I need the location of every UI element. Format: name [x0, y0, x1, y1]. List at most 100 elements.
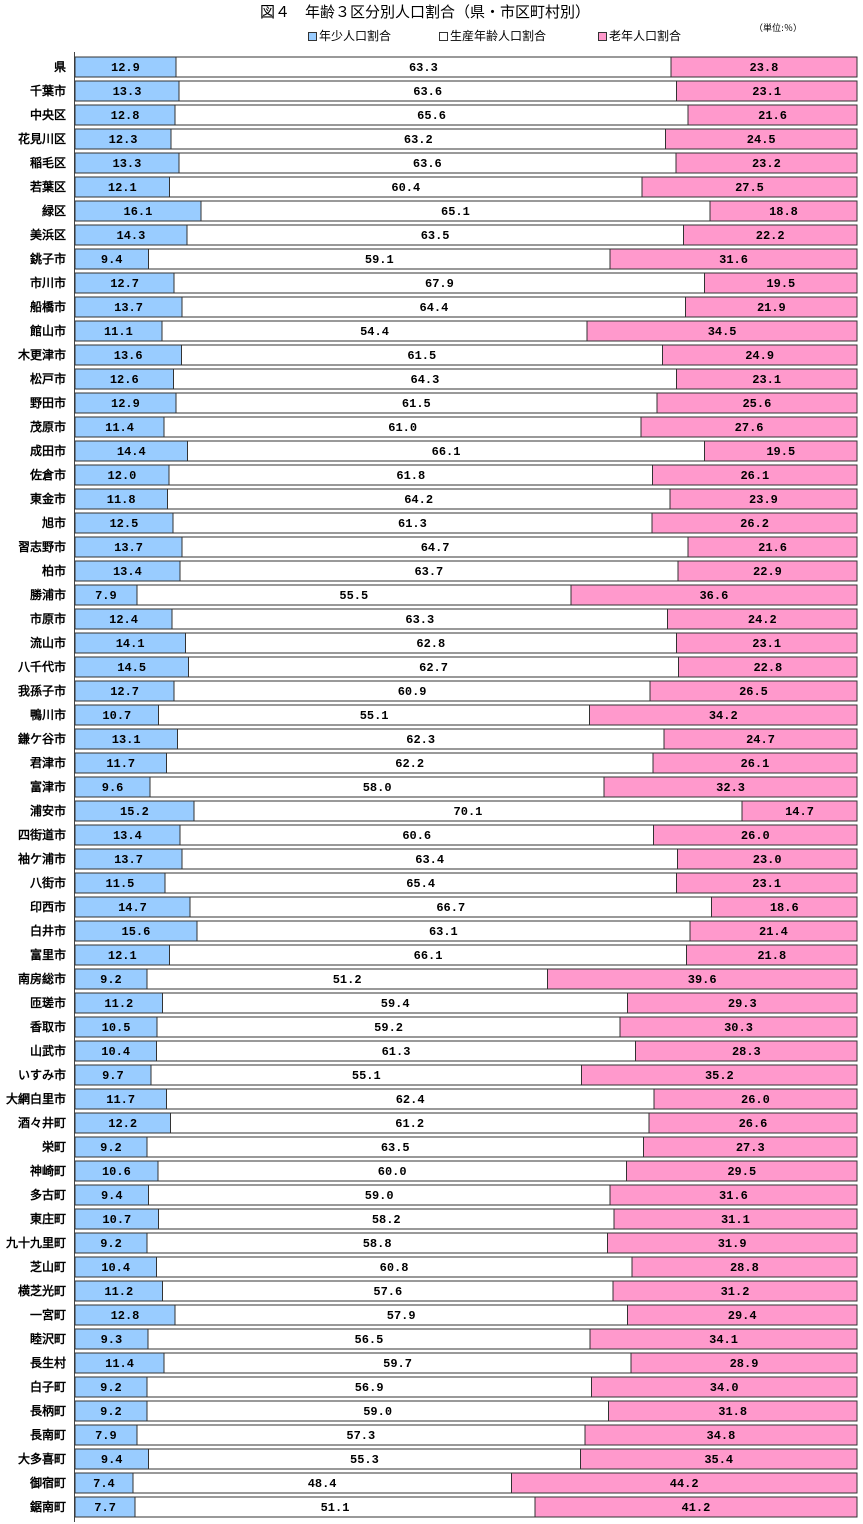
value-label-old: 34.0: [710, 1381, 739, 1395]
bar-segment-old: [653, 1088, 858, 1110]
value-label-working: 62.3: [406, 733, 435, 747]
value-label-young: 10.7: [102, 709, 131, 723]
value-label-young: 11.2: [104, 1285, 133, 1299]
value-label-old: 26.1: [740, 469, 769, 483]
category-label: 酒々井町: [18, 1115, 66, 1130]
category-label: 銚子市: [30, 251, 66, 266]
bar-segment-old: [682, 224, 858, 246]
category-label: 旭市: [41, 515, 66, 530]
value-label-old: 32.3: [716, 781, 745, 795]
value-label-working: 66.1: [432, 445, 461, 459]
value-label-old: 34.8: [707, 1429, 736, 1443]
value-label-old: 26.5: [739, 685, 768, 699]
value-label-young: 9.2: [100, 1237, 122, 1251]
value-label-young: 11.7: [106, 757, 135, 771]
value-label-young: 14.3: [117, 229, 146, 243]
bar-segment-old: [635, 1040, 858, 1062]
category-label: 鋸南町: [30, 1499, 66, 1514]
bar-segment-old: [685, 296, 858, 318]
value-label-young: 11.4: [105, 1357, 134, 1371]
value-label-old: 31.2: [721, 1285, 750, 1299]
category-label: 九十九里町: [5, 1235, 66, 1250]
value-label-young: 9.2: [100, 973, 122, 987]
value-label-young: 13.4: [113, 565, 142, 579]
value-label-old: 23.1: [752, 877, 781, 891]
bar-segment-old: [609, 1184, 858, 1206]
value-label-working: 57.6: [373, 1285, 402, 1299]
value-label-old: 23.1: [752, 85, 781, 99]
category-label: 長生村: [30, 1355, 66, 1370]
bar-segment-old: [641, 176, 858, 198]
value-label-young: 12.1: [108, 181, 137, 195]
value-label-working: 60.4: [391, 181, 420, 195]
value-label-old: 31.1: [721, 1213, 750, 1227]
legend-label-old: 老年人口割合: [609, 29, 682, 43]
bar-segment-old: [686, 944, 858, 966]
value-label-old: 19.5: [766, 277, 795, 291]
value-label-working: 58.8: [363, 1237, 392, 1251]
value-label-young: 10.4: [101, 1261, 130, 1275]
value-label-young: 13.7: [114, 853, 143, 867]
bar-segment-old: [704, 272, 858, 294]
value-label-working: 62.2: [395, 757, 424, 771]
value-label-young: 7.9: [95, 589, 117, 603]
bar-segment-old: [675, 152, 858, 174]
value-label-working: 65.4: [406, 877, 435, 891]
category-label: 印西市: [30, 899, 66, 914]
bar-segment-old: [687, 104, 858, 126]
value-label-young: 14.1: [116, 637, 145, 651]
value-label-working: 60.9: [398, 685, 427, 699]
category-label: 白子町: [30, 1379, 66, 1394]
bar-segment-old: [653, 824, 858, 846]
category-label: 船橋市: [30, 299, 66, 314]
value-label-working: 59.7: [383, 1357, 412, 1371]
value-label-old: 22.9: [753, 565, 782, 579]
bar-segment-old: [603, 776, 858, 798]
category-label: 御宿町: [29, 1475, 66, 1490]
bar-segment-old: [689, 920, 858, 942]
bar-segment-old: [678, 656, 858, 678]
value-label-old: 23.1: [752, 637, 781, 651]
value-label-working: 63.4: [415, 853, 444, 867]
value-label-working: 63.5: [381, 1141, 410, 1155]
value-label-working: 56.9: [355, 1381, 384, 1395]
bar-segment-old: [643, 1136, 858, 1158]
value-label-young: 11.7: [106, 1093, 135, 1107]
bar-segment-old: [648, 1112, 858, 1134]
bar-segment-old: [546, 968, 858, 990]
value-label-old: 29.5: [727, 1165, 756, 1179]
bar-segment-old: [711, 896, 858, 918]
value-label-old: 25.6: [742, 397, 771, 411]
value-label-young: 13.6: [114, 349, 143, 363]
bar-segment-old: [709, 200, 858, 222]
value-label-old: 31.6: [719, 1189, 748, 1203]
legend-swatch-young: [308, 31, 317, 41]
value-label-young: 9.4: [101, 253, 123, 267]
value-label-old: 23.2: [752, 157, 781, 171]
category-label: 松戸市: [30, 371, 66, 386]
bar-segment-old: [675, 368, 858, 390]
bar-segment-old: [584, 1424, 858, 1446]
value-label-young: 12.9: [111, 61, 140, 75]
value-label-working: 63.6: [413, 157, 442, 171]
value-label-working: 59.0: [365, 1189, 394, 1203]
category-label: 神崎町: [30, 1163, 66, 1178]
category-label: 美浜区: [30, 227, 66, 242]
value-label-working: 65.6: [417, 109, 446, 123]
value-label-young: 9.4: [101, 1453, 123, 1467]
value-label-old: 22.8: [753, 661, 782, 675]
value-label-young: 7.9: [95, 1429, 117, 1443]
value-label-old: 23.0: [753, 853, 782, 867]
value-label-old: 22.2: [756, 229, 785, 243]
value-label-working: 64.4: [420, 301, 449, 315]
value-label-young: 7.7: [94, 1501, 116, 1515]
value-label-working: 58.0: [363, 781, 392, 795]
value-label-working: 63.5: [421, 229, 450, 243]
value-label-working: 63.3: [405, 613, 434, 627]
value-label-old: 24.9: [745, 349, 774, 363]
value-label-working: 61.2: [395, 1117, 424, 1131]
value-label-young: 12.6: [110, 373, 139, 387]
category-label: 長柄町: [30, 1403, 66, 1418]
bar-segment-old: [663, 728, 858, 750]
value-label-old: 21.6: [758, 541, 787, 555]
